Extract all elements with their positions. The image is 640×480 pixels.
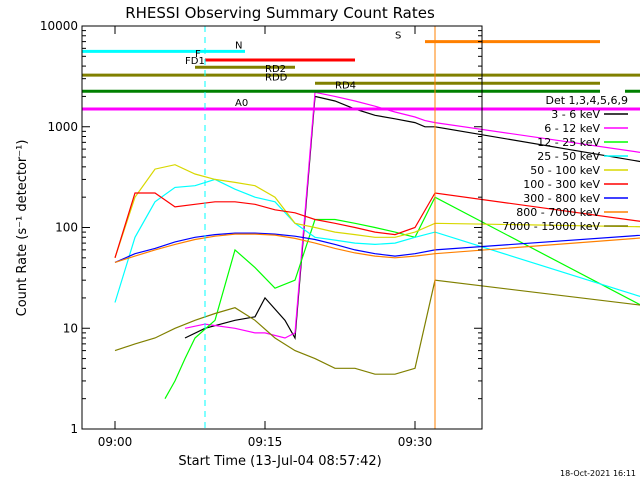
y-tick-label-1: 1 (70, 422, 78, 436)
series-line-9 (114, 279, 640, 375)
legend-label-8: 800 - 7000 keV (516, 206, 600, 219)
chart-title: RHESSI Observing Summary Count Rates (125, 4, 435, 22)
legend-label-1: 3 - 6 keV (551, 108, 600, 121)
legend-label-3: 12 - 25 keV (537, 136, 600, 149)
flag-label-1: N (235, 40, 242, 51)
x-axis-label: Start Time (13-Jul-04 08:57:42) (178, 454, 381, 469)
flag-label-5: RD2 (265, 64, 286, 75)
series-line-4 (114, 178, 640, 303)
y-tick-label-4: 1000 (47, 120, 78, 134)
y-tick-label-2: 10 (63, 321, 78, 335)
series-line-5 (114, 164, 640, 258)
legend-title: Det 1,3,4,5,6,9 (545, 94, 628, 107)
flag-label-3: S (395, 31, 401, 42)
y-tick-label-3: 100 (55, 221, 78, 235)
series-line-6 (114, 192, 640, 258)
y-tick-label-5: 10000 (40, 19, 78, 33)
series-line-3 (164, 196, 640, 399)
legend-label-2: 6 - 12 keV (544, 122, 600, 135)
legend-label-6: 100 - 300 keV (523, 178, 600, 191)
series-line-1 (184, 95, 640, 340)
flag-label-8: A0 (235, 98, 248, 109)
legend-label-7: 300 - 800 keV (523, 192, 600, 205)
y-axis-label: Count Rate (s⁻¹ detector⁻¹) (15, 140, 30, 317)
flag-label-4: FD1 (185, 56, 205, 67)
vertical-markers-group (204, 26, 436, 429)
legend-label-4: 25 - 50 keV (537, 150, 600, 163)
x-tick-label-2: 09:15 (248, 435, 283, 449)
series-line-7 (114, 232, 640, 263)
footer-date: 18-Oct-2021 16:11 (560, 469, 636, 478)
axes-group: 09:00 09:15 09:30 1 10 100 1000 10000 (40, 19, 482, 449)
legend-label-5: 50 - 100 keV (530, 164, 600, 177)
x-tick-label-1: 09:00 (98, 435, 133, 449)
legend-label-9: 7000 - 15000 keV (502, 220, 600, 233)
series-line-8 (114, 233, 640, 263)
flag-label-2: F (195, 49, 201, 60)
flag-label-7: RD4 (335, 80, 356, 91)
x-tick-label-3: 09:30 (398, 435, 433, 449)
flag-label-6: RDD (265, 72, 288, 83)
